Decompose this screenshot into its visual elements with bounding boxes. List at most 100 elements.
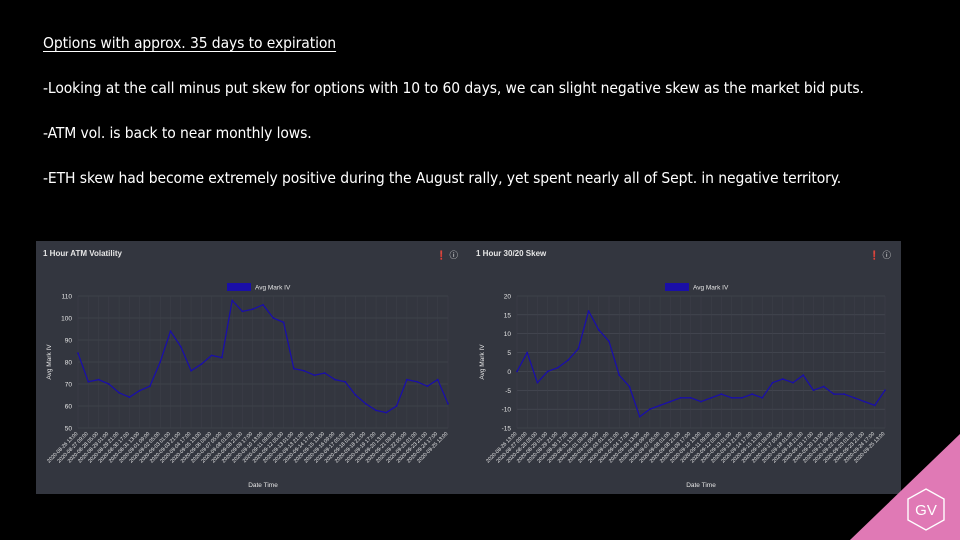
data-point [792, 381, 794, 384]
data-point [354, 394, 357, 396]
data-point [710, 396, 713, 399]
data-point [118, 391, 121, 394]
data-point [251, 308, 254, 311]
data-point [679, 396, 682, 399]
data-point [334, 378, 336, 381]
data-point [200, 363, 203, 366]
data-point [567, 359, 570, 362]
legend-swatch [665, 283, 689, 291]
help-icon[interactable]: ⓘ [449, 251, 458, 261]
data-point [107, 383, 110, 385]
data-point [97, 378, 100, 381]
data-point [231, 299, 234, 302]
data-point [843, 393, 846, 395]
help-icon[interactable]: ⓘ [882, 251, 891, 261]
data-point [608, 340, 610, 343]
data-point [618, 374, 621, 377]
data-point [179, 345, 182, 348]
y-tick-label: 20 [504, 294, 512, 301]
data-point [669, 400, 672, 403]
legend-label: Avg Mark IV [693, 285, 729, 292]
y-tick-label: 100 [61, 316, 72, 323]
data-point [700, 400, 702, 403]
bullet-atm-vol: -ATM vol. is back to near monthly lows. [43, 124, 312, 142]
y-tick-label: 0 [507, 369, 511, 376]
x-axis-label: Date Time [248, 482, 278, 489]
data-point [416, 380, 419, 383]
data-point [405, 378, 408, 381]
data-point [761, 396, 764, 399]
y-axis-label: Avg Mark IV [46, 344, 53, 380]
y-tick-label: 80 [65, 360, 73, 367]
bullet-skew: -Looking at the call minus put skew for … [43, 79, 864, 97]
gv-logo-corner: GV [850, 434, 960, 540]
data-point [303, 369, 306, 372]
data-point [781, 378, 784, 380]
data-point [556, 366, 559, 369]
data-point [740, 396, 743, 399]
data-point [638, 415, 641, 418]
data-point [385, 411, 388, 414]
data-point [241, 310, 244, 313]
data-point [159, 361, 162, 363]
y-tick-label: -5 [505, 388, 511, 395]
data-point [822, 385, 825, 388]
data-point [659, 404, 662, 407]
data-point [375, 409, 377, 412]
slide-heading: Options with approx. 35 days to expirati… [43, 34, 337, 52]
data-point [282, 321, 285, 324]
legend-label: Avg Mark IV [255, 285, 291, 292]
chart-title: 1 Hour ATM Volatility [43, 249, 122, 258]
data-point [272, 317, 275, 319]
data-point [210, 354, 213, 357]
data-point [853, 396, 856, 399]
info-icon[interactable]: ❗ [436, 251, 447, 261]
data-point [771, 381, 774, 384]
data-point [190, 369, 192, 372]
data-point [516, 370, 518, 373]
data-point [77, 352, 79, 355]
data-point [597, 329, 600, 331]
legend-swatch [227, 283, 251, 291]
data-point [149, 385, 151, 388]
info-icon[interactable]: ❗ [869, 251, 880, 261]
data-point [447, 402, 449, 405]
data-point [138, 389, 141, 392]
data-point [832, 393, 835, 395]
data-point [220, 356, 223, 359]
data-point [426, 385, 429, 388]
data-point [884, 389, 886, 392]
y-tick-label: -10 [502, 407, 512, 414]
chart-svg: -15 -10 -5 0 5 10 15 20 Avg Mark IV Avg Mark IV Da… [479, 283, 886, 489]
data-point [587, 310, 590, 312]
data-point [344, 380, 347, 383]
data-point [628, 385, 631, 388]
skew-chart: 1 Hour 30/20 Skew ❗ ⓘ -15 -10 -5 0 5 10 15 20 Av… [469, 241, 901, 494]
data-point [436, 378, 439, 381]
data-point [128, 396, 131, 399]
data-point [648, 408, 651, 411]
data-point [689, 396, 692, 399]
data-point [323, 372, 326, 374]
data-point [364, 402, 367, 405]
data-point [262, 303, 264, 306]
data-point [313, 374, 316, 377]
y-tick-label: 15 [504, 312, 512, 319]
y-tick-label: 70 [65, 382, 73, 389]
data-point [720, 393, 723, 395]
data-point [536, 381, 539, 384]
data-point [546, 370, 549, 373]
data-point [751, 393, 754, 395]
data-point [526, 351, 529, 354]
data-point [169, 330, 172, 333]
logo-hexagon-icon [907, 488, 945, 531]
y-tick-label: 90 [65, 338, 73, 345]
atm-volatility-chart: 1 Hour ATM Volatility ❗ ⓘ 50 60 70 80 90 100 1… [36, 241, 468, 494]
data-point [395, 405, 398, 407]
bullet-eth-skew: -ETH skew had become extremely positive … [43, 169, 842, 187]
data-point [292, 367, 295, 370]
y-tick-label: 110 [62, 294, 73, 301]
y-tick-label: 60 [65, 404, 73, 411]
chart-svg: 50 60 70 80 90 100 110 Avg Mark IV Avg Mark IV Da… [46, 283, 449, 489]
data-point [730, 396, 733, 399]
